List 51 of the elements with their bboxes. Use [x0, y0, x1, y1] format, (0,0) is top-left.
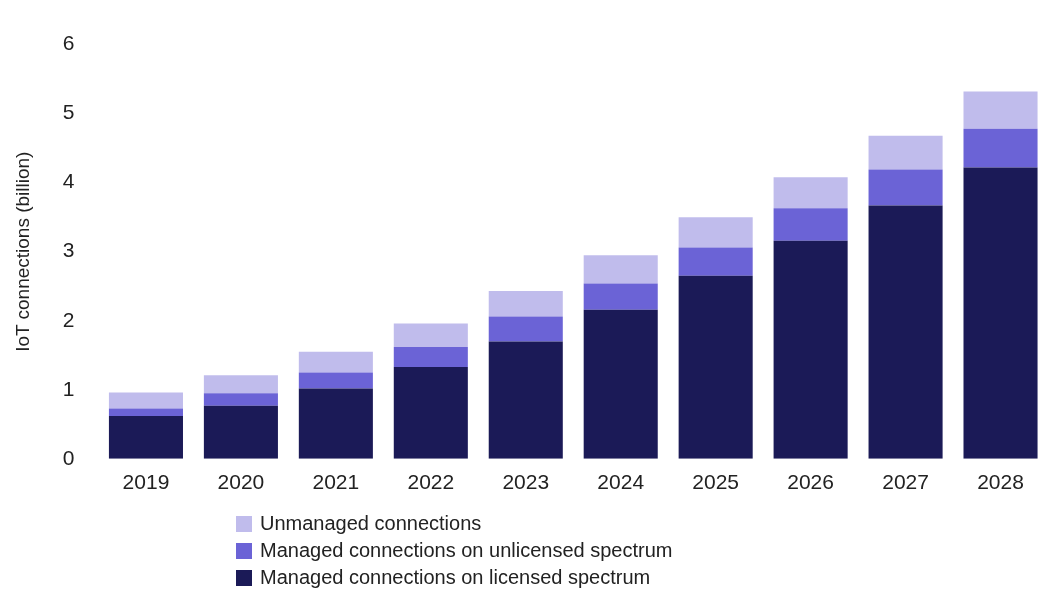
bar	[203, 405, 278, 459]
x-tick-label: 2028	[977, 470, 1024, 494]
bar	[203, 393, 278, 406]
x-tick-label: 2019	[122, 470, 170, 494]
x-tick-label: 2021	[312, 470, 360, 494]
bar	[583, 283, 658, 310]
bar	[393, 366, 468, 459]
bar	[108, 416, 183, 459]
y-tick-label: 1	[62, 376, 75, 400]
y-tick-label: 4	[62, 169, 75, 193]
bar	[298, 388, 373, 459]
y-axis-title: IoT connections (billion)	[11, 151, 33, 352]
legend-label: Managed connections on licensed spectrum	[260, 566, 651, 589]
bar	[298, 351, 373, 373]
y-tick-label: 3	[62, 238, 75, 262]
bar	[583, 309, 658, 459]
bar	[108, 392, 183, 409]
y-tick-label: 2	[62, 307, 75, 331]
bar	[963, 91, 1038, 129]
x-tick-label: 2024	[597, 470, 645, 494]
bar	[678, 275, 753, 459]
bar	[583, 255, 658, 284]
bar	[488, 341, 563, 459]
bar	[773, 208, 848, 241]
x-tick-label: 2027	[882, 470, 929, 494]
x-tick-label: 2025	[692, 470, 740, 494]
x-tick-label: 2023	[502, 470, 550, 494]
bar	[868, 205, 943, 459]
legend-label: Unmanaged connections	[260, 512, 482, 535]
bar	[868, 135, 943, 170]
bar	[773, 240, 848, 459]
bar	[678, 247, 753, 276]
x-tick-label: 2026	[787, 470, 834, 494]
bar	[393, 323, 468, 347]
x-tick-label: 2020	[217, 470, 265, 494]
y-tick-label: 5	[62, 100, 75, 124]
bar	[963, 128, 1038, 168]
bar	[488, 291, 563, 317]
y-tick-label: 6	[62, 31, 75, 55]
bar	[868, 169, 943, 206]
bar	[108, 408, 183, 416]
bar	[298, 372, 373, 389]
bar	[773, 177, 848, 209]
bar	[488, 316, 563, 342]
bar	[203, 375, 278, 394]
bar	[678, 217, 753, 248]
y-tick-label: 0	[62, 445, 75, 469]
x-tick-label: 2022	[407, 470, 455, 494]
legend-label: Managed connections on unlicensed spectrum	[260, 539, 673, 562]
bar	[393, 346, 468, 367]
bar	[963, 167, 1038, 459]
